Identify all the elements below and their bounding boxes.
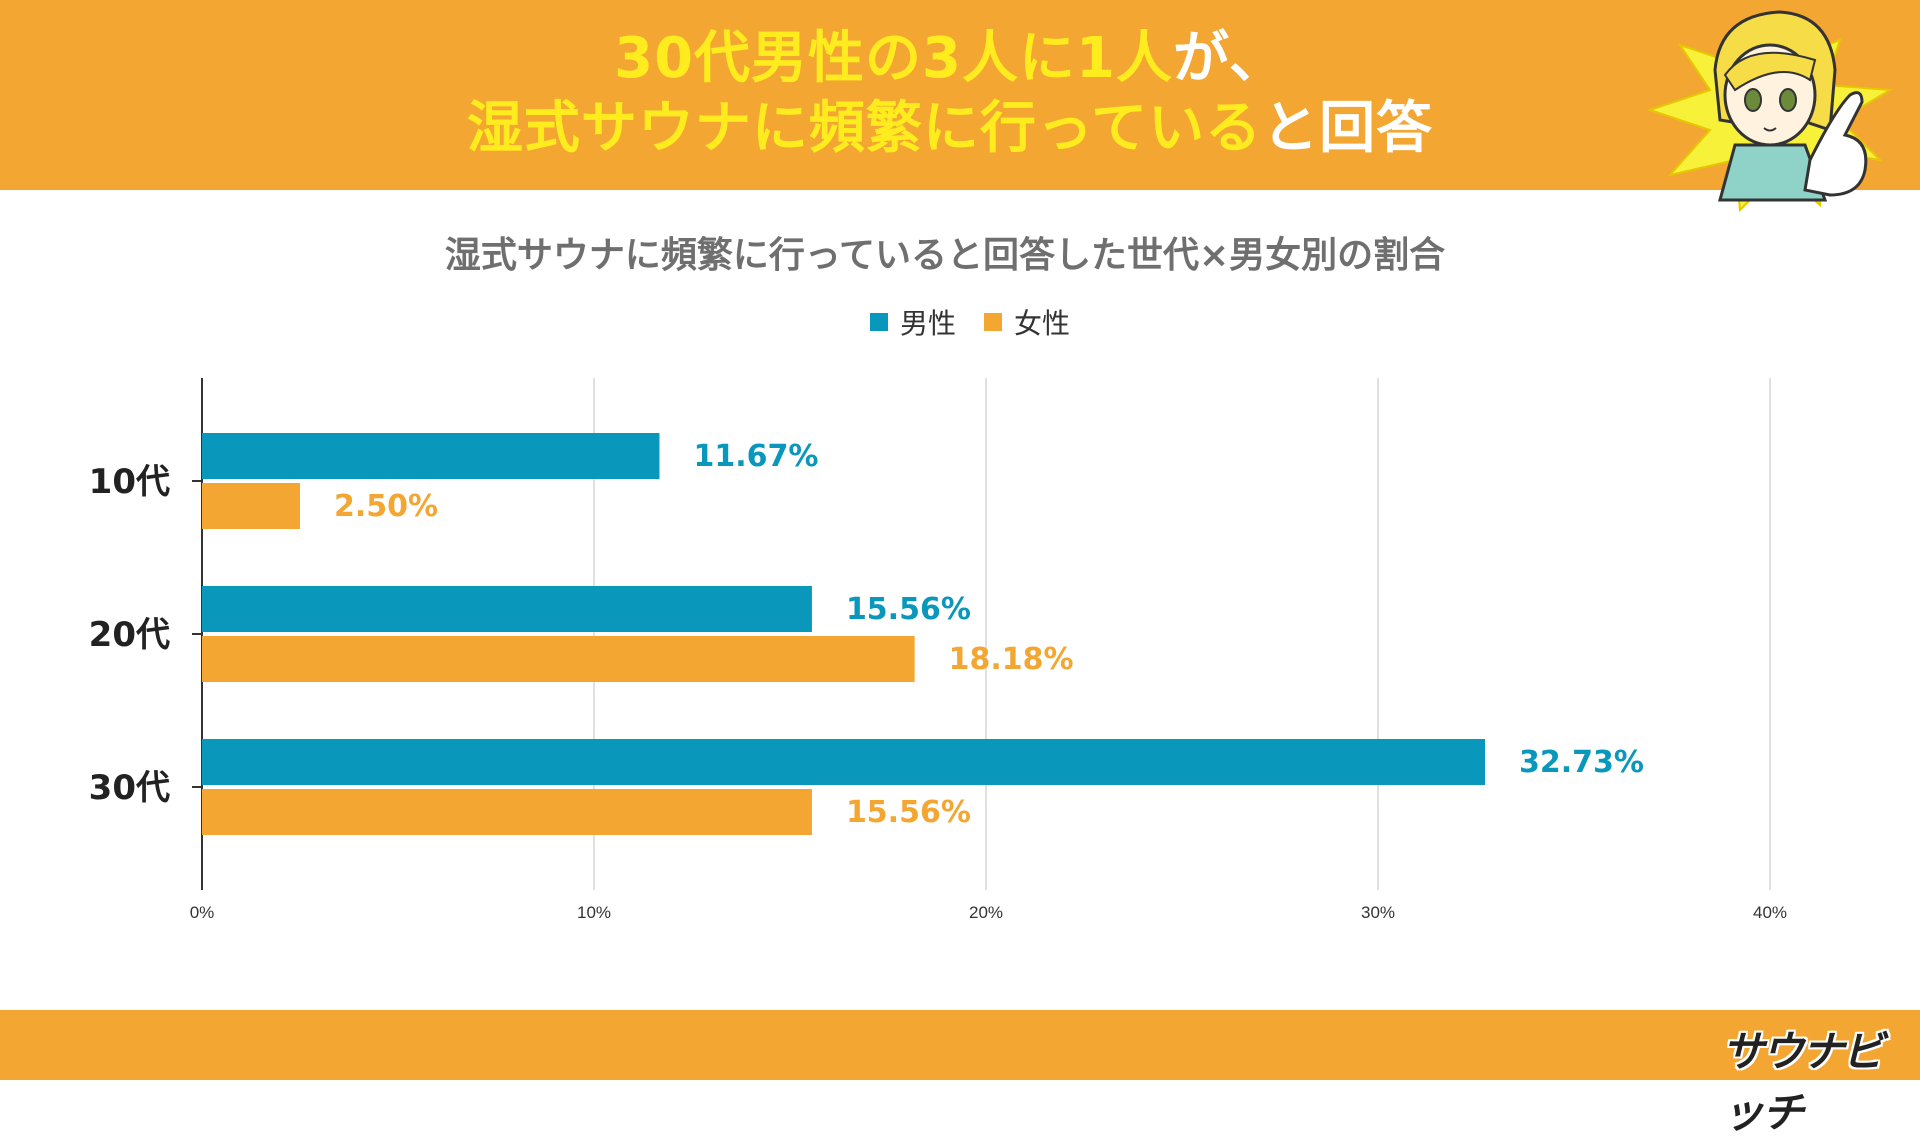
data-label: 11.67% — [693, 439, 818, 474]
y-tick-label: 20代 — [89, 615, 170, 655]
top-banner: 30代男性の3人に1人が、 湿式サウナに頻繁に行っていると回答 — [0, 0, 1920, 190]
chart-title: 湿式サウナに頻繁に行っていると回答した世代×男女別の割合 — [444, 235, 1446, 276]
y-tick-label: 30代 — [89, 768, 170, 808]
data-label: 15.56% — [846, 592, 971, 627]
data-label: 2.50% — [334, 489, 438, 524]
bar-male-1 — [202, 586, 812, 632]
mascot-illustration — [1646, 10, 1894, 213]
headline-highlight-2: 湿式サウナに頻繁に行っている — [466, 96, 1263, 161]
bar-female-1 — [202, 636, 915, 682]
legend-swatch-female — [984, 313, 1003, 331]
bottom-banner — [0, 1010, 1920, 1080]
body-shape — [1718, 143, 1828, 202]
data-label: 18.18% — [949, 642, 1074, 677]
chart-legend: 男性 女性 — [870, 302, 1070, 342]
data-label: 32.73% — [1519, 745, 1644, 780]
x-tick-label: 30% — [1361, 903, 1395, 922]
headline-line-2: 湿式サウナに頻繁に行っていると回答 — [250, 94, 1650, 164]
headline-rest-2: と回答 — [1262, 96, 1434, 161]
legend-label-female: 女性 — [1014, 307, 1071, 340]
x-tick-label: 20% — [969, 903, 1003, 922]
brand-logo: サウナビッチ — [1722, 1027, 1884, 1137]
x-tick-label: 10% — [577, 903, 611, 922]
bar-male-0 — [202, 433, 660, 479]
x-tick-label: 40% — [1753, 903, 1787, 922]
legend-swatch-male — [870, 313, 888, 331]
bar-chart: 0% 10% 20% 30% 40% 10代 11.67% 2.50% 20代 15.56% 18.… — [89, 378, 1787, 922]
bangs-shape — [1723, 51, 1817, 92]
bar-male-2 — [202, 739, 1486, 785]
x-tick-label: 0% — [190, 903, 215, 922]
headline-rest-1: が、 — [1172, 26, 1286, 91]
y-tick-label: 10代 — [89, 462, 170, 502]
bar-female-0 — [202, 483, 300, 529]
headline-line-1: 30代男性の3人に1人が、 — [250, 24, 1650, 94]
pointing-hand-icon — [1803, 91, 1868, 197]
bar-female-2 — [202, 789, 812, 835]
eye-right — [1779, 88, 1797, 112]
legend-item-female: 女性 — [984, 302, 1070, 342]
headline: 30代男性の3人に1人が、 湿式サウナに頻繁に行っていると回答 — [250, 24, 1650, 164]
data-label: 15.56% — [846, 795, 971, 830]
eye-left — [1744, 88, 1762, 112]
legend-item-male: 男性 — [870, 302, 956, 342]
headline-highlight-1: 30代男性の3人に1人 — [614, 26, 1173, 91]
legend-label-male: 男性 — [900, 307, 957, 340]
mouth-shape — [1763, 127, 1777, 132]
